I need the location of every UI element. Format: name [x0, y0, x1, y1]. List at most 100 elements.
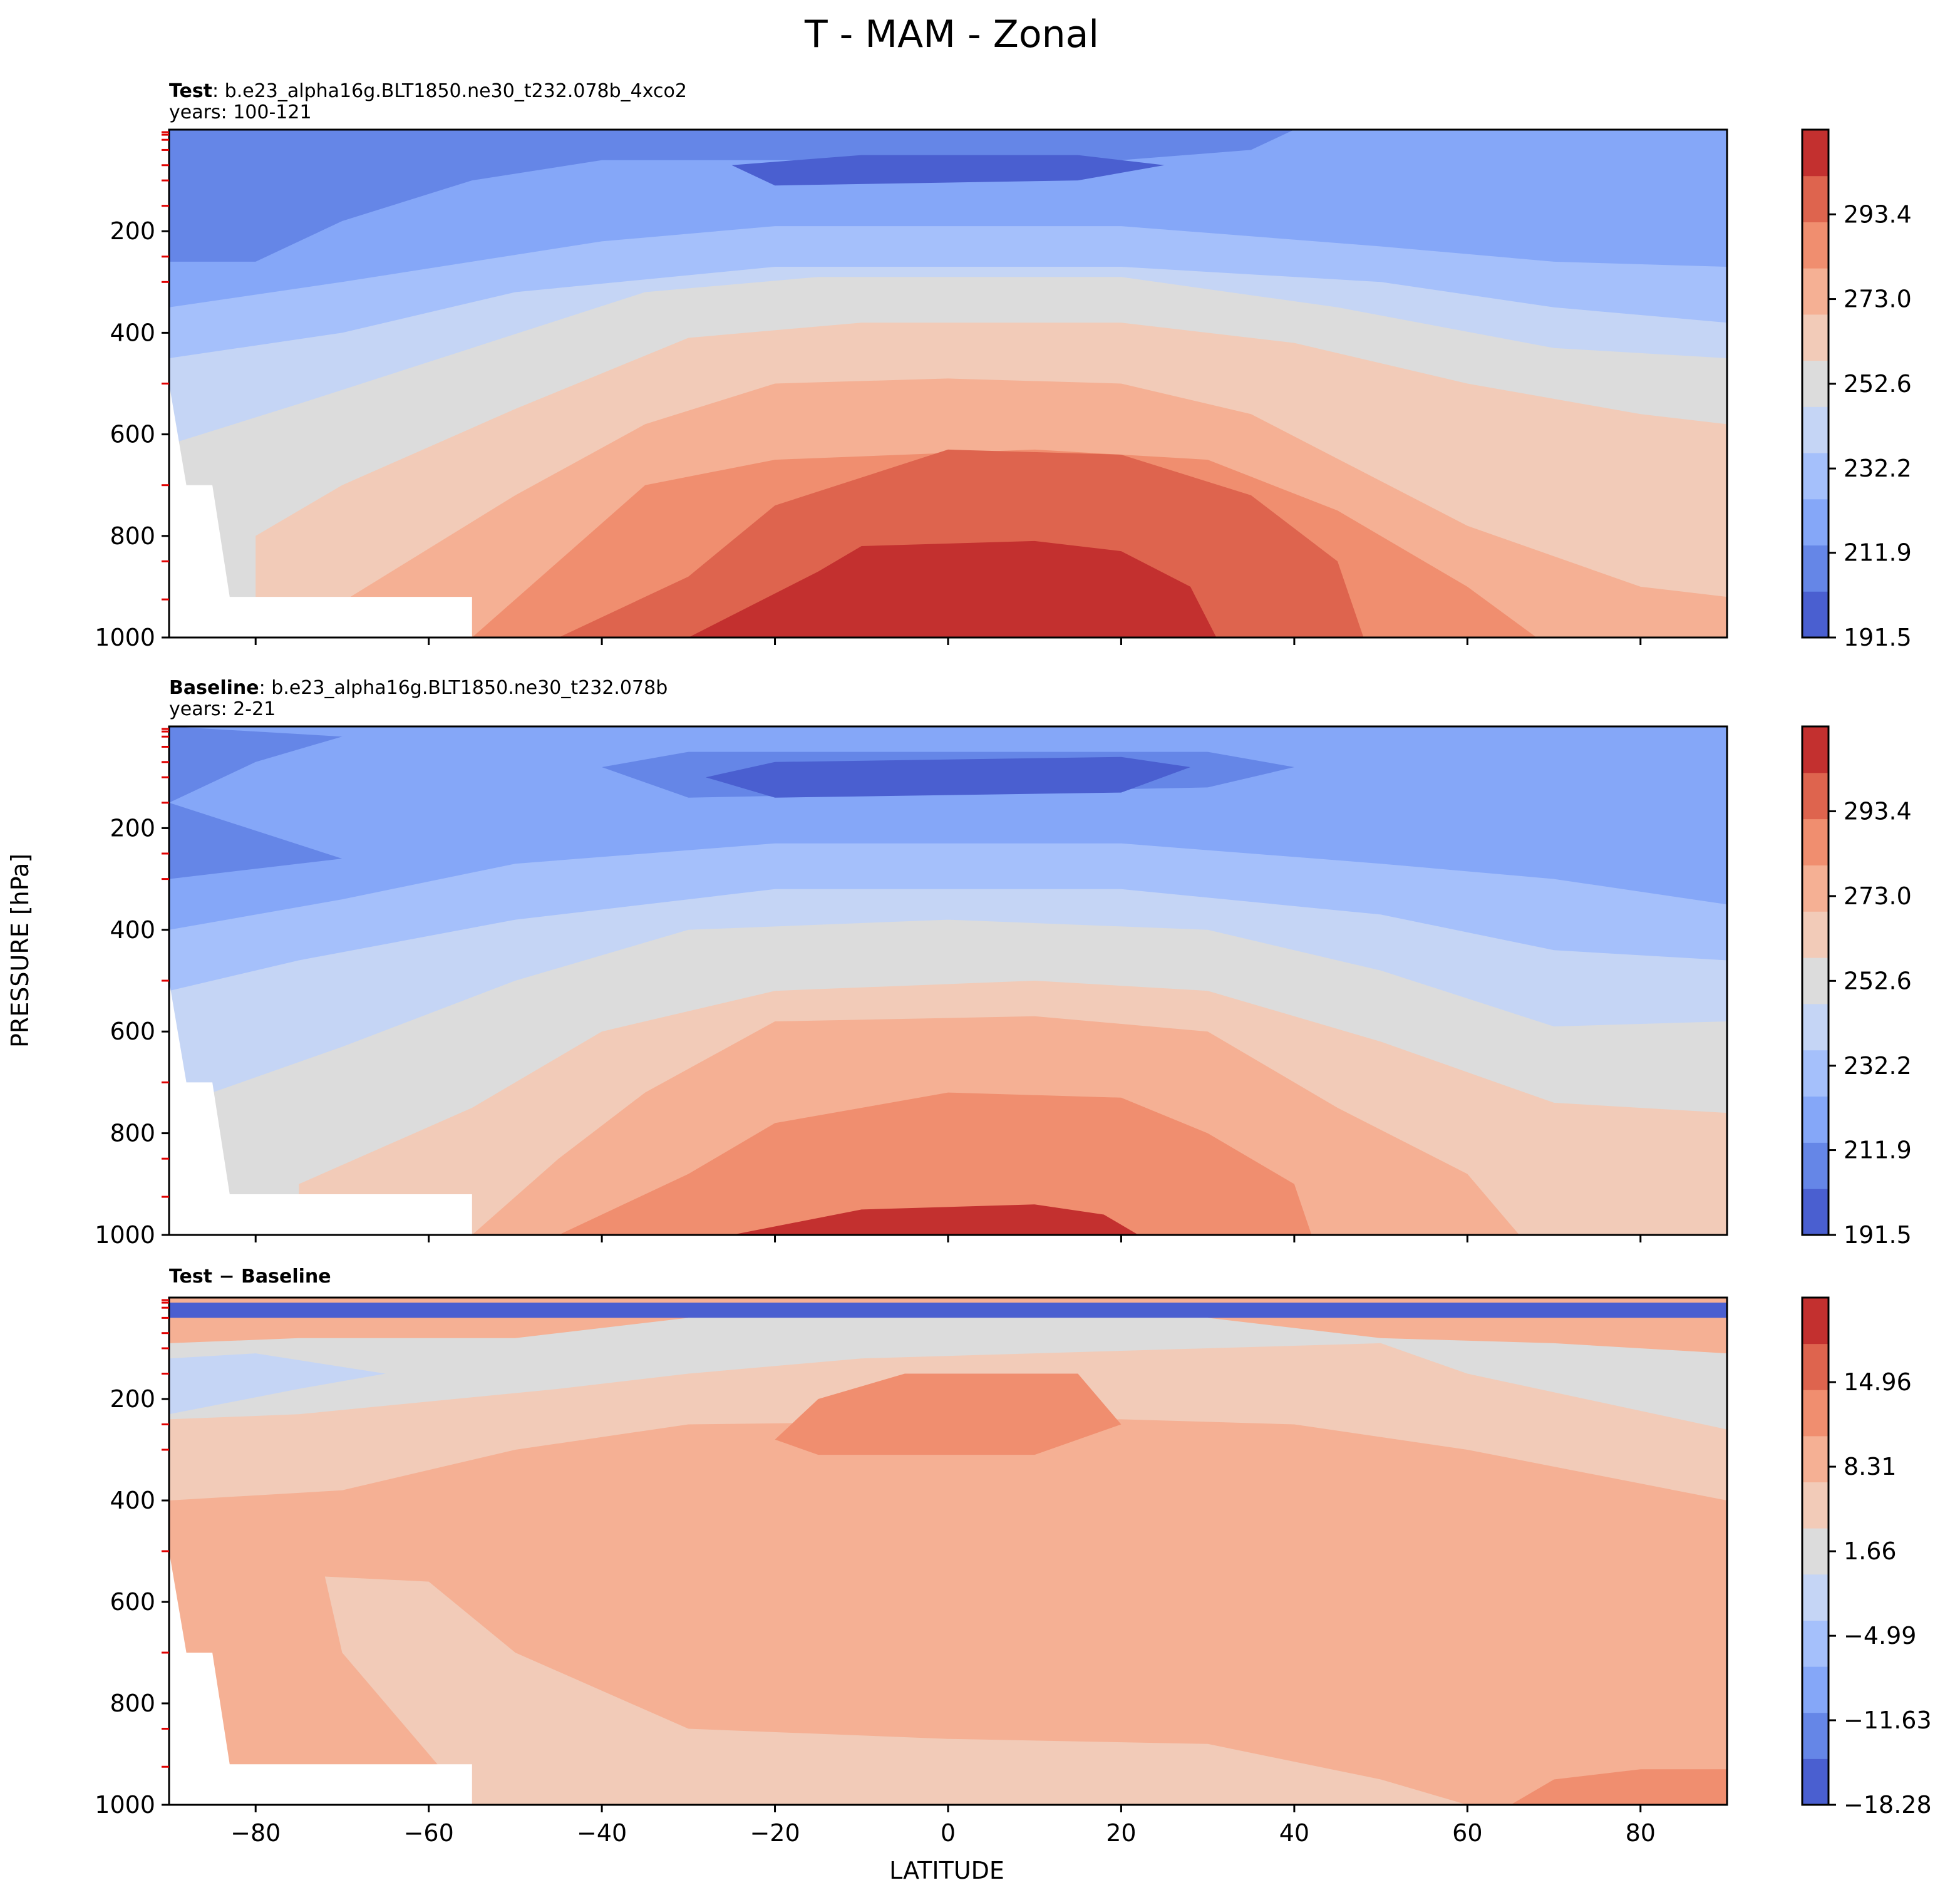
- y-tick-label: 400: [110, 319, 155, 346]
- colorbar-tick-label: 273.0: [1844, 882, 1912, 910]
- x-tick-label: 20: [1106, 1819, 1136, 1847]
- contour-band: [324, 1576, 1468, 1805]
- terrain-mask: [169, 1551, 472, 1805]
- y-tick-label: 1000: [95, 624, 155, 651]
- y-tick-label: 600: [110, 421, 155, 448]
- colorbar-swatch: [1802, 911, 1828, 958]
- colorbar-tick-label: 252.6: [1844, 967, 1912, 994]
- colorbar-tick-label: 252.6: [1844, 370, 1912, 398]
- contour-band: [559, 1092, 1312, 1235]
- colorbar-tick-label: −4.99: [1844, 1622, 1916, 1650]
- contour-band: [688, 540, 1217, 638]
- contour-band: [169, 1303, 1727, 1318]
- y-tick-label: 1000: [95, 1791, 155, 1819]
- colorbar-swatch: [1802, 222, 1828, 269]
- colorbar-swatch: [1802, 1096, 1828, 1143]
- x-tick-label: 0: [941, 1819, 956, 1847]
- x-tick-label: 40: [1279, 1819, 1309, 1847]
- colorbar-tick-label: 191.5: [1844, 1221, 1912, 1249]
- colorbar-swatch: [1802, 498, 1828, 546]
- colorbar-tick-label: 273.0: [1844, 286, 1912, 313]
- contour-layer: [169, 1298, 1727, 1805]
- colorbar-swatch: [1802, 1758, 1828, 1805]
- colorbar-tick-label: 293.4: [1844, 797, 1912, 825]
- colorbar-tick-label: −18.28: [1844, 1791, 1932, 1819]
- colorbar-swatch: [1802, 1343, 1828, 1390]
- y-axis-label: PRESSURE [hPa]: [6, 854, 34, 1048]
- colorbar-swatch: [1802, 406, 1828, 453]
- colorbar-swatch: [1802, 1298, 1828, 1345]
- contour-layer: [169, 726, 1727, 1235]
- colorbar-tick-label: 293.4: [1844, 200, 1912, 228]
- colorbar-swatch: [1802, 1712, 1828, 1759]
- panel-header-bold: Test: [169, 80, 212, 102]
- x-tick-label: 60: [1452, 1819, 1482, 1847]
- panel-baseline: Baseline: b.e23_alpha16g.BLT1850.ne30_t2…: [95, 677, 1912, 1249]
- terrain-mask: [169, 981, 472, 1235]
- colorbar-tick-label: 14.96: [1844, 1368, 1912, 1396]
- contour-band: [169, 130, 1294, 262]
- panel-header: Test − Baseline: [169, 1266, 331, 1288]
- y-tick-label: 600: [110, 1588, 155, 1616]
- colorbar-swatch: [1802, 1050, 1828, 1097]
- x-tick-label: 80: [1626, 1819, 1656, 1847]
- colorbar-swatch: [1802, 1666, 1828, 1713]
- panel-header-case: : b.e23_alpha16g.BLT1850.ne30_t232.078b_…: [212, 80, 687, 102]
- contour-band: [731, 1204, 1139, 1235]
- colorbar-swatch: [1802, 1189, 1828, 1236]
- terrain-mask: [169, 383, 472, 638]
- contour-band: [775, 1373, 1122, 1455]
- colorbar-swatch: [1802, 130, 1828, 177]
- panel-years: years: 100-121: [169, 101, 312, 123]
- panel-header-bold: Baseline: [169, 677, 259, 699]
- colorbar-swatch: [1802, 865, 1828, 912]
- colorbar-swatch: [1802, 591, 1828, 638]
- contour-band: [731, 155, 1165, 186]
- contour-band: [706, 756, 1190, 798]
- y-tick-label: 400: [110, 1487, 155, 1514]
- colorbar-swatch: [1802, 268, 1828, 315]
- panel-test: Test: b.e23_alpha16g.BLT1850.ne30_t232.0…: [95, 80, 1912, 651]
- y-tick-label: 1000: [95, 1221, 155, 1249]
- colorbar-swatch: [1802, 314, 1828, 361]
- x-tick-label: −40: [577, 1819, 627, 1847]
- colorbar-tick-label: 211.9: [1844, 539, 1912, 567]
- colorbar-swatch: [1802, 1620, 1828, 1667]
- colorbar-swatch: [1802, 1390, 1828, 1437]
- y-tick-label: 200: [110, 217, 155, 245]
- panel-header-bold: Test − Baseline: [169, 1266, 331, 1288]
- colorbar: −18.28 −11.63 −4.99 1.66 8.31 14.96: [1801, 1296, 1932, 1819]
- colorbar-swatch: [1802, 1528, 1828, 1575]
- panel-header: Baseline: b.e23_alpha16g.BLT1850.ne30_t2…: [169, 677, 668, 699]
- panel-header-case: : b.e23_alpha16g.BLT1850.ne30_t232.078b: [259, 677, 668, 699]
- colorbar-swatch: [1802, 1482, 1828, 1529]
- colorbar-swatch: [1802, 772, 1828, 820]
- colorbar-tick-label: 232.2: [1844, 1052, 1912, 1080]
- contour-band: [1510, 1769, 1727, 1805]
- y-tick-label: 800: [110, 1690, 155, 1717]
- colorbar-swatch: [1802, 545, 1828, 592]
- colorbar-swatch: [1802, 1003, 1828, 1051]
- colorbar-tick-label: 8.31: [1844, 1453, 1897, 1480]
- panels: Test: b.e23_alpha16g.BLT1850.ne30_t232.0…: [95, 80, 1931, 1847]
- y-tick-label: 200: [110, 814, 155, 842]
- colorbar: 191.5 211.9 232.2 252.6 273.0 293.4: [1801, 128, 1912, 651]
- panel-years: years: 2-21: [169, 698, 276, 720]
- y-tick-label: 400: [110, 916, 155, 944]
- colorbar-swatch: [1802, 1574, 1828, 1621]
- x-tick-label: −80: [230, 1819, 281, 1847]
- colorbar-swatch: [1802, 1435, 1828, 1483]
- x-tick-label: −60: [404, 1819, 454, 1847]
- colorbar-tick-label: −11.63: [1844, 1706, 1932, 1734]
- y-tick-label: 200: [110, 1385, 155, 1413]
- y-tick-label: 600: [110, 1018, 155, 1045]
- colorbar-swatch: [1802, 175, 1828, 222]
- contour-band: [169, 726, 343, 879]
- y-tick-label: 800: [110, 522, 155, 550]
- colorbar-swatch: [1802, 818, 1828, 865]
- panel-header: Test: b.e23_alpha16g.BLT1850.ne30_t232.0…: [169, 80, 687, 102]
- colorbar-tick-label: 191.5: [1844, 624, 1912, 651]
- contour-layer: [169, 130, 1727, 638]
- colorbar-swatch: [1802, 958, 1828, 1004]
